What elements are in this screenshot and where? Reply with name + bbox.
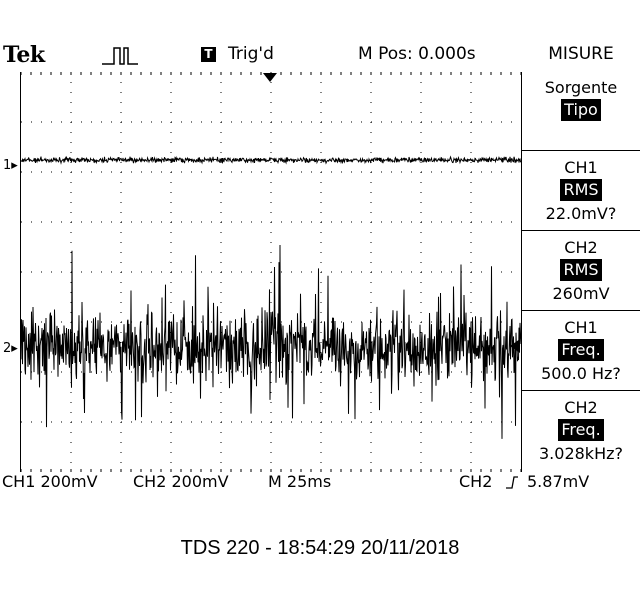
menu-item-title: CH1 [564, 158, 598, 177]
waveform-display [20, 72, 522, 472]
menu-item-badge: Tipo [561, 99, 601, 121]
scale-readout-bar: CH1 200mV CH2 200mV M 25ms CH2 5.87mV [0, 472, 640, 494]
menu-item-value: 22.0mV? [545, 204, 617, 223]
menu-item-title: CH1 [564, 318, 598, 337]
rising-edge-icon [506, 476, 518, 489]
ch2-volts-per-div: CH2 200mV [133, 472, 229, 491]
trigger-level: 5.87mV [527, 472, 590, 491]
horizontal-position: M Pos: 0.000s [358, 44, 476, 64]
brand-logo: Tek [3, 42, 45, 68]
menu-item-title: Sorgente [544, 78, 618, 97]
trigger-source: CH2 [459, 472, 493, 491]
menu-item-value: 260mV [552, 284, 610, 303]
menu-title: MISURE [548, 44, 614, 64]
trigger-status: Trig'd [228, 44, 274, 64]
timebase: M 25ms [268, 472, 332, 491]
menu-item-title: CH2 [564, 238, 598, 257]
ch1-volts-per-div: CH1 200mV [2, 472, 98, 491]
device-caption: TDS 220 - 18:54:29 20/11/2018 [180, 537, 460, 559]
ch2-marker-label: 2 [3, 341, 12, 356]
menu-item-value: 3.028kHz? [539, 444, 623, 463]
menu-item-title: CH2 [564, 398, 598, 417]
ch1-marker-label: 1 [3, 158, 12, 173]
menu-item-ch2-freq[interactable]: CH2 Freq. 3.028kHz? [522, 392, 640, 471]
ch1-trace [21, 155, 521, 165]
measure-menu: Sorgente Tipo CH1 RMS 22.0mV? CH2 RMS 26… [522, 72, 640, 472]
status-bar: Tek T Trig'd M Pos: 0.000s MISURE [0, 42, 640, 72]
menu-item-badge: RMS [560, 259, 602, 281]
menu-item-badge: Freq. [558, 339, 604, 361]
menu-item-source-type[interactable]: Sorgente Tipo [522, 72, 640, 151]
ch1-ground-marker: 1▸ [3, 158, 18, 173]
trigger-position-arrow-icon [263, 73, 277, 82]
menu-item-value: 500.0 Hz? [541, 364, 621, 383]
menu-item-badge: RMS [560, 179, 602, 201]
trigger-status-icon: T [201, 47, 216, 62]
menu-item-ch1-rms[interactable]: CH1 RMS 22.0mV? [522, 152, 640, 231]
ch2-ground-marker: 2▸ [3, 341, 18, 356]
trigger-level-arrow-icon [510, 339, 520, 353]
menu-item-ch1-freq[interactable]: CH1 Freq. 500.0 Hz? [522, 312, 640, 391]
menu-item-ch2-rms[interactable]: CH2 RMS 260mV [522, 232, 640, 311]
waveform-canvas [21, 72, 521, 472]
ch2-trace [21, 244, 521, 439]
acquisition-pulse-icon [102, 47, 138, 65]
menu-item-badge: Freq. [558, 419, 604, 441]
